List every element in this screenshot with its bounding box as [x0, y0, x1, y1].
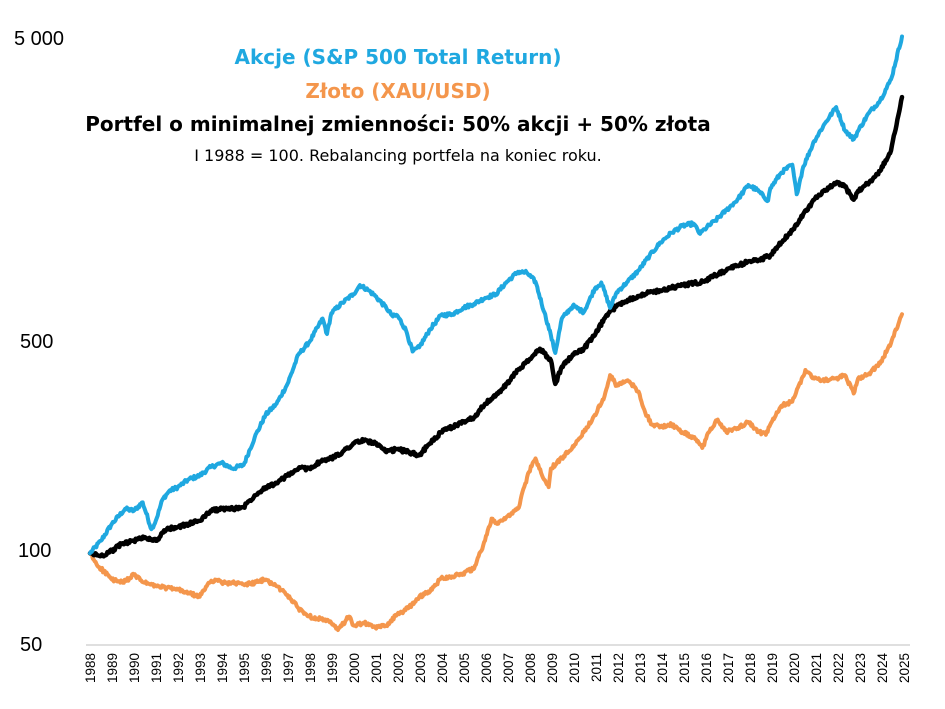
portfolio-line: [87, 94, 905, 559]
x-tick-label-1990: 1990: [127, 653, 142, 683]
x-tick-label-2008: 2008: [523, 653, 538, 683]
x-tick-label-2014: 2014: [655, 653, 670, 684]
x-tick-label-2025: 2025: [897, 653, 912, 683]
x-tick-label-2012: 2012: [611, 653, 626, 683]
x-tick-label-1998: 1998: [303, 653, 318, 683]
x-tick-label-1993: 1993: [193, 653, 208, 683]
title-portfolio: Portfel o minimalnej zmienności: 50% akc…: [85, 112, 710, 136]
y-tick-label-50: 50: [20, 634, 42, 656]
x-tick-label-2002: 2002: [391, 653, 406, 683]
title-stocks: Akcje (S&P 500 Total Return): [235, 45, 562, 69]
y-tick-label-100: 100: [18, 540, 51, 562]
title-gold: Złoto (XAU/USD): [305, 79, 490, 103]
x-tick-label-2022: 2022: [831, 653, 846, 683]
x-tick-label-2017: 2017: [721, 653, 736, 683]
x-tick-label-2024: 2024: [875, 653, 890, 684]
x-tick-label-1995: 1995: [237, 653, 252, 683]
x-tick-label-1997: 1997: [281, 653, 296, 683]
x-tick-label-2007: 2007: [501, 653, 516, 683]
x-tick-label-1989: 1989: [105, 653, 120, 683]
x-tick-label-2009: 2009: [545, 653, 560, 683]
x-tick-label-1992: 1992: [171, 653, 186, 683]
x-tick-label-1991: 1991: [149, 653, 164, 683]
chart-subtitle: I 1988 = 100. Rebalancing portfela na ko…: [194, 146, 601, 165]
x-tick-label-2019: 2019: [765, 653, 780, 683]
gold-line: [88, 312, 904, 632]
x-tick-label-1996: 1996: [259, 653, 274, 683]
x-tick-label-1994: 1994: [215, 653, 230, 684]
x-axis-tick-labels: 1988 1989 1990 1991 1992 1993 1994 1995 1996 1997…: [83, 653, 912, 684]
y-tick-label-5000: 5 000: [14, 28, 64, 50]
x-tick-label-2023: 2023: [853, 653, 868, 683]
x-tick-label-2000: 2000: [347, 653, 362, 683]
x-tick-label-2020: 2020: [787, 653, 802, 683]
x-tick-label-2021: 2021: [809, 653, 824, 683]
y-tick-label-500: 500: [20, 331, 53, 353]
x-tick-label-2013: 2013: [633, 653, 648, 683]
x-tick-label-2010: 2010: [567, 653, 582, 683]
x-tick-label-2018: 2018: [743, 653, 758, 683]
x-tick-label-2001: 2001: [369, 653, 384, 683]
x-tick-label-2006: 2006: [479, 653, 494, 683]
x-tick-label-2003: 2003: [413, 653, 428, 683]
x-tick-label-1988: 1988: [83, 653, 98, 683]
x-tick-label-1999: 1999: [325, 653, 340, 683]
x-tick-label-2004: 2004: [435, 653, 450, 684]
stocks-line: [88, 34, 904, 556]
x-tick-label-2005: 2005: [457, 653, 472, 683]
x-tick-label-2016: 2016: [699, 653, 714, 683]
series-group: [87, 34, 905, 632]
x-tick-label-2015: 2015: [677, 653, 692, 683]
x-tick-label-2011: 2011: [589, 653, 604, 682]
